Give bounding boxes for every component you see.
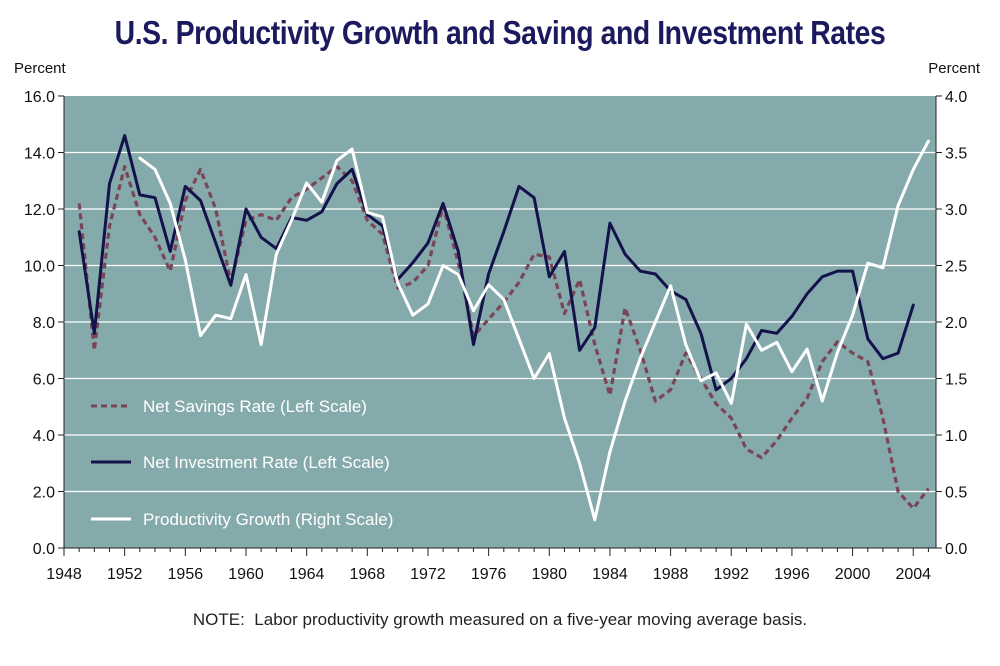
right-tick-label: 2.5	[945, 259, 967, 276]
x-tick-label: 1968	[350, 566, 386, 583]
axes: 0.0 2.0 4.0 6.0 8.0 10.0 12.0 14.0 16.0 0.0 0.5 1.0…	[24, 89, 967, 583]
x-tick-label: 1996	[774, 566, 810, 583]
x-tick-label: 2004	[895, 566, 931, 583]
right-axis-unit-label: Percent	[928, 60, 981, 77]
legend-net-investment-rate-label: Net Investment Rate (Left Scale)	[143, 453, 390, 472]
right-tick-label: 1.5	[945, 372, 967, 389]
x-tick-label: 1972	[410, 566, 446, 583]
right-tick-label: 4.0	[945, 89, 967, 106]
left-tick-label: 10.0	[24, 259, 55, 276]
right-tick-label: 3.5	[945, 146, 967, 163]
productivity-growth-line	[138, 139, 930, 522]
left-tick-label: 0.0	[33, 541, 55, 558]
x-tick-label: 1992	[713, 566, 749, 583]
x-tick-label: 1988	[653, 566, 689, 583]
net-investment-rate-line	[77, 134, 915, 392]
x-tick-label: 2000	[835, 566, 871, 583]
right-tick-label: 0.0	[945, 541, 967, 558]
left-tick-label: 14.0	[24, 146, 55, 163]
x-tick-label: 1976	[471, 566, 507, 583]
x-tick-label: 1952	[107, 566, 143, 583]
x-tick-label: 1984	[592, 566, 628, 583]
left-tick-label: 12.0	[24, 202, 55, 219]
left-tick-label: 4.0	[33, 428, 55, 445]
left-axis-unit-label: Percent	[14, 60, 67, 77]
x-tick-label: 1956	[168, 566, 204, 583]
left-tick-label: 2.0	[33, 485, 55, 502]
left-tick-label: 8.0	[33, 315, 55, 332]
left-tick-label: 6.0	[33, 372, 55, 389]
chart-title: U.S. Productivity Growth and Saving and …	[114, 14, 886, 51]
chart-note: NOTE: Labor productivity growth measured…	[192, 610, 808, 629]
right-tick-label: 2.0	[945, 315, 967, 332]
left-tick-label: 16.0	[24, 89, 55, 106]
legend-productivity-growth-label: Productivity Growth (Right Scale)	[143, 510, 393, 529]
legend-net-savings-rate-label: Net Savings Rate (Left Scale)	[143, 397, 367, 416]
right-tick-label: 0.5	[945, 485, 967, 502]
legend: Net Savings Rate (Left Scale) Net Investm…	[91, 397, 393, 529]
right-tick-label: 3.0	[945, 202, 967, 219]
x-tick-label: 1964	[289, 566, 325, 583]
x-tick-label: 1980	[531, 566, 567, 583]
series-lines	[77, 134, 930, 522]
x-tick-label: 1948	[46, 566, 82, 583]
right-tick-label: 1.0	[945, 428, 967, 445]
gridlines	[64, 151, 936, 493]
x-tick-label: 1960	[228, 566, 264, 583]
